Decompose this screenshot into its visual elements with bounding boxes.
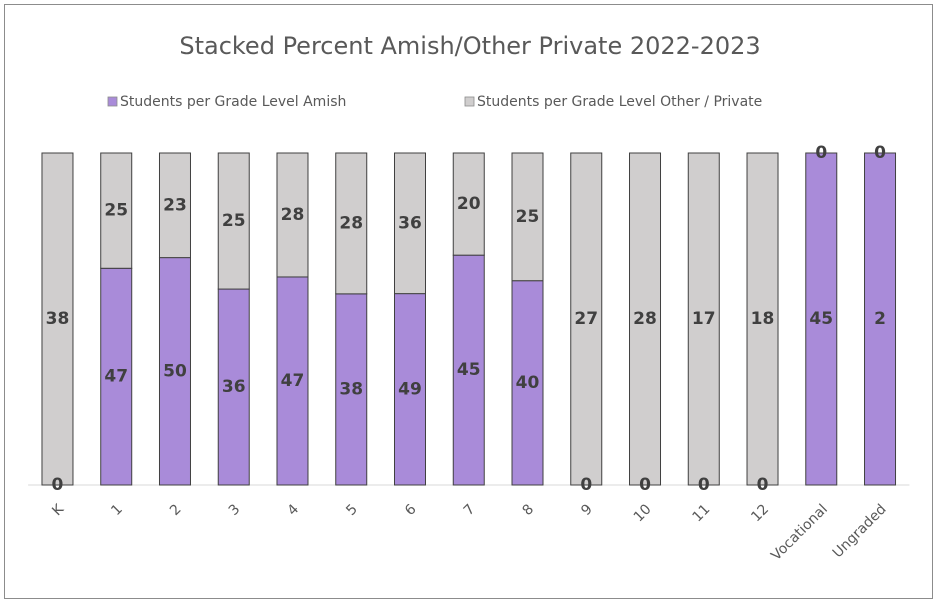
bar-segment bbox=[276, 276, 309, 486]
bar-segment bbox=[217, 288, 250, 486]
data-label: 0 bbox=[698, 475, 710, 495]
data-label: 38 bbox=[339, 379, 363, 399]
data-label: 25 bbox=[516, 207, 540, 227]
bar-segment bbox=[158, 257, 191, 486]
data-label: 50 bbox=[163, 361, 187, 381]
data-label: 49 bbox=[398, 379, 422, 399]
data-label: 0 bbox=[874, 143, 886, 163]
bar-segment bbox=[452, 254, 485, 486]
bar-segment bbox=[805, 152, 838, 486]
legend-label: Students per Grade Level Amish bbox=[120, 94, 346, 110]
bar-segment bbox=[100, 267, 133, 486]
data-label: 45 bbox=[809, 309, 833, 329]
data-label: 2 bbox=[874, 309, 886, 329]
data-label: 47 bbox=[281, 371, 305, 391]
data-label: 25 bbox=[104, 201, 128, 221]
data-label: 25 bbox=[222, 211, 246, 231]
data-label: 18 bbox=[751, 309, 775, 329]
bar-segment bbox=[335, 152, 368, 295]
bar-segment bbox=[452, 152, 485, 256]
data-label: 36 bbox=[222, 377, 246, 397]
data-label: 0 bbox=[757, 475, 769, 495]
data-label: 0 bbox=[815, 143, 827, 163]
data-label: 38 bbox=[46, 309, 70, 329]
bar-segment bbox=[393, 152, 426, 295]
data-label: 45 bbox=[457, 360, 481, 380]
bar-segment bbox=[100, 152, 133, 269]
data-label: 0 bbox=[52, 475, 64, 495]
bar-segment bbox=[393, 293, 426, 486]
data-label: 0 bbox=[639, 475, 651, 495]
data-label: 20 bbox=[457, 194, 481, 214]
bar-segment bbox=[217, 152, 250, 290]
data-label: 28 bbox=[339, 213, 363, 233]
data-label: 47 bbox=[104, 367, 128, 387]
bar-segment bbox=[158, 152, 191, 259]
bar-segment bbox=[746, 152, 779, 486]
chart-title: Stacked Percent Amish/Other Private 2022… bbox=[179, 32, 760, 60]
bar-segment bbox=[335, 293, 368, 486]
data-label: 28 bbox=[633, 309, 657, 329]
data-label: 28 bbox=[281, 205, 305, 225]
data-label: 27 bbox=[574, 309, 598, 329]
bar-segment bbox=[687, 152, 720, 486]
bar-segment bbox=[511, 152, 544, 282]
legend-swatch bbox=[107, 96, 118, 107]
data-label: 40 bbox=[516, 373, 540, 393]
bar-segment bbox=[629, 152, 662, 486]
data-label: 23 bbox=[163, 195, 187, 215]
data-label: 17 bbox=[692, 309, 716, 329]
data-label: 36 bbox=[398, 213, 422, 233]
bar-segment bbox=[570, 152, 603, 486]
data-label: 0 bbox=[580, 475, 592, 495]
bar-segment bbox=[864, 152, 897, 486]
legend-label: Students per Grade Level Other / Private bbox=[477, 94, 762, 110]
bar-segment bbox=[41, 152, 74, 486]
bar-segment bbox=[276, 152, 309, 278]
legend-swatch bbox=[464, 96, 475, 107]
